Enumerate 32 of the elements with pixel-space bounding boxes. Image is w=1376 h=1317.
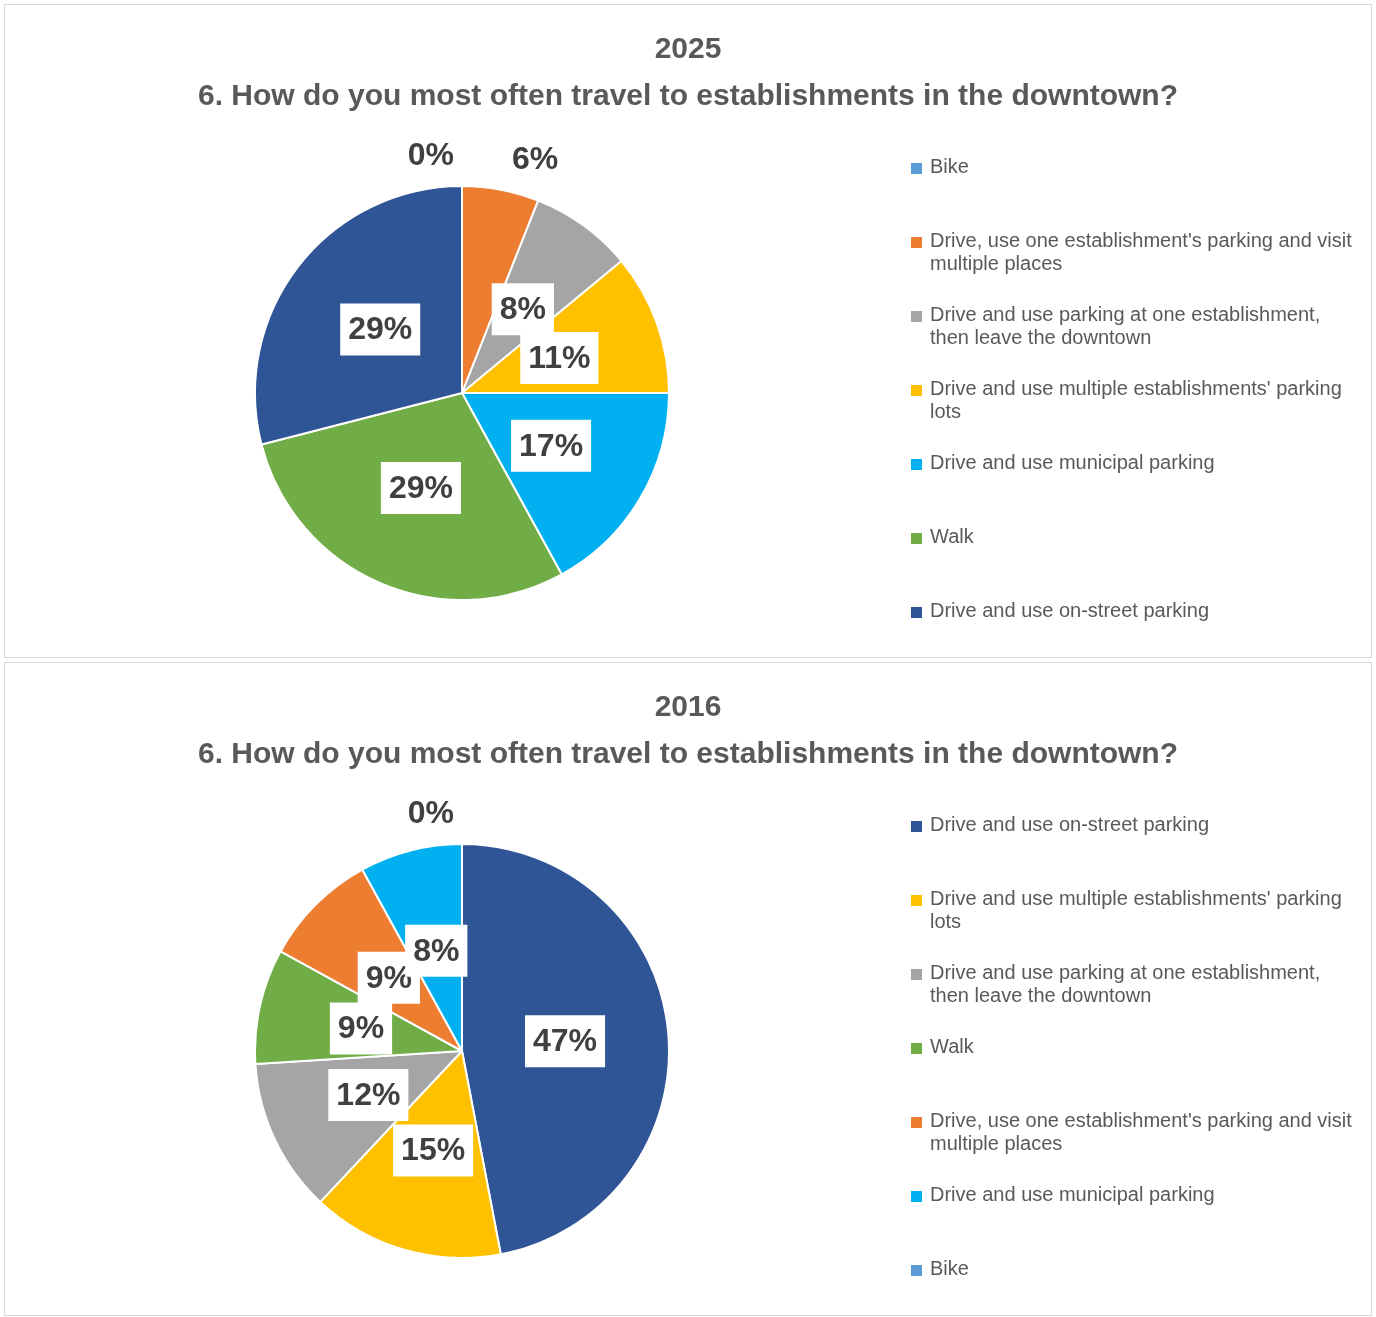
data-label: 11% <box>528 338 591 375</box>
data-label: 29% <box>348 310 413 347</box>
chart-subtitle: 6. How do you most often travel to establishments in the downtown? <box>196 736 1180 770</box>
legend-label: Drive and use municipal parking <box>930 451 1215 474</box>
legend-label: Drive, use one establishment's parking and visit multiple places <box>930 1109 1353 1155</box>
legend-label: Bike <box>930 155 969 178</box>
legend-label: Bike <box>930 1257 969 1280</box>
data-label: 15% <box>401 1131 466 1168</box>
legend-label: Walk <box>930 525 974 548</box>
data-label: 12% <box>336 1075 401 1112</box>
legend-label: Drive and use parking at one establishment, then leave the downtown <box>930 961 1322 1007</box>
legend-label: Drive and use municipal parking <box>930 1183 1215 1206</box>
legend-label: Drive and use parking at one establishment, then leave the downtown <box>930 303 1322 349</box>
legend-label: Drive and use on-street parking <box>930 599 1210 622</box>
data-label: 8% <box>499 290 546 327</box>
data-label: 8% <box>413 931 460 968</box>
chart-title: 2016 <box>653 689 723 723</box>
data-label: 6% <box>512 140 559 177</box>
data-label: 9% <box>365 958 412 995</box>
legend-label: Drive and use on-street parking <box>930 813 1210 836</box>
data-label: 29% <box>388 468 453 505</box>
legend-label: Drive and use multiple establishments' parking lots <box>930 887 1343 933</box>
text: 0% <box>407 793 454 830</box>
data-label: 47% <box>533 1022 598 1059</box>
chart-title: 2025 <box>653 31 723 65</box>
data-label: 17% <box>519 426 584 463</box>
legend-label: Drive, use one establishment's parking and visit multiple places <box>930 229 1353 275</box>
data-label: 9% <box>337 1009 385 1046</box>
legend-label: Walk <box>930 1035 974 1058</box>
text: 0% <box>407 135 454 172</box>
chart-subtitle: 6. How do you most often travel to establishments in the downtown? <box>196 78 1180 112</box>
legend-label: Drive and use multiple establishments' parking lots <box>930 377 1343 423</box>
